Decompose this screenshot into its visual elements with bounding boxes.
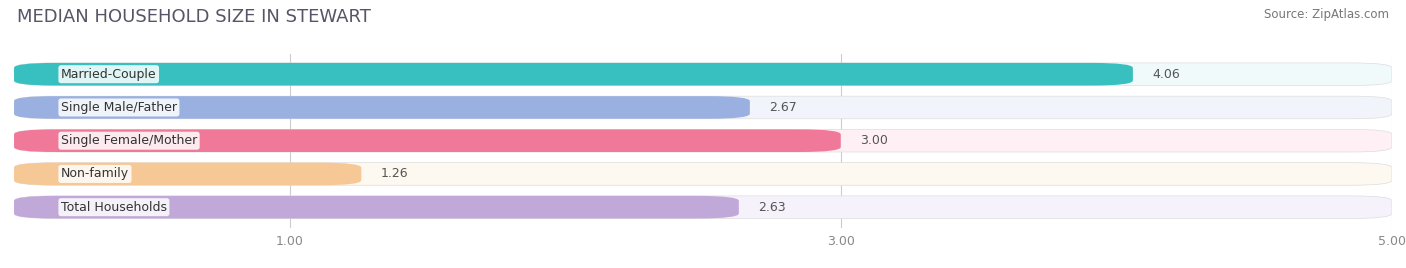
- FancyBboxPatch shape: [14, 163, 361, 185]
- Text: Married-Couple: Married-Couple: [60, 68, 156, 81]
- FancyBboxPatch shape: [14, 196, 738, 218]
- FancyBboxPatch shape: [14, 96, 1392, 119]
- Text: Source: ZipAtlas.com: Source: ZipAtlas.com: [1264, 8, 1389, 21]
- Text: 3.00: 3.00: [860, 134, 889, 147]
- Text: Single Male/Father: Single Male/Father: [60, 101, 177, 114]
- Text: Single Female/Mother: Single Female/Mother: [60, 134, 197, 147]
- FancyBboxPatch shape: [14, 129, 1392, 152]
- Text: 2.67: 2.67: [769, 101, 797, 114]
- Text: MEDIAN HOUSEHOLD SIZE IN STEWART: MEDIAN HOUSEHOLD SIZE IN STEWART: [17, 8, 371, 26]
- FancyBboxPatch shape: [14, 163, 1392, 185]
- Text: 4.06: 4.06: [1152, 68, 1180, 81]
- FancyBboxPatch shape: [14, 129, 841, 152]
- FancyBboxPatch shape: [14, 196, 1392, 218]
- Text: 2.63: 2.63: [758, 201, 786, 214]
- FancyBboxPatch shape: [14, 63, 1133, 85]
- Text: Non-family: Non-family: [60, 168, 129, 180]
- Text: Total Households: Total Households: [60, 201, 167, 214]
- FancyBboxPatch shape: [14, 96, 749, 119]
- Text: 1.26: 1.26: [381, 168, 408, 180]
- FancyBboxPatch shape: [14, 63, 1392, 85]
